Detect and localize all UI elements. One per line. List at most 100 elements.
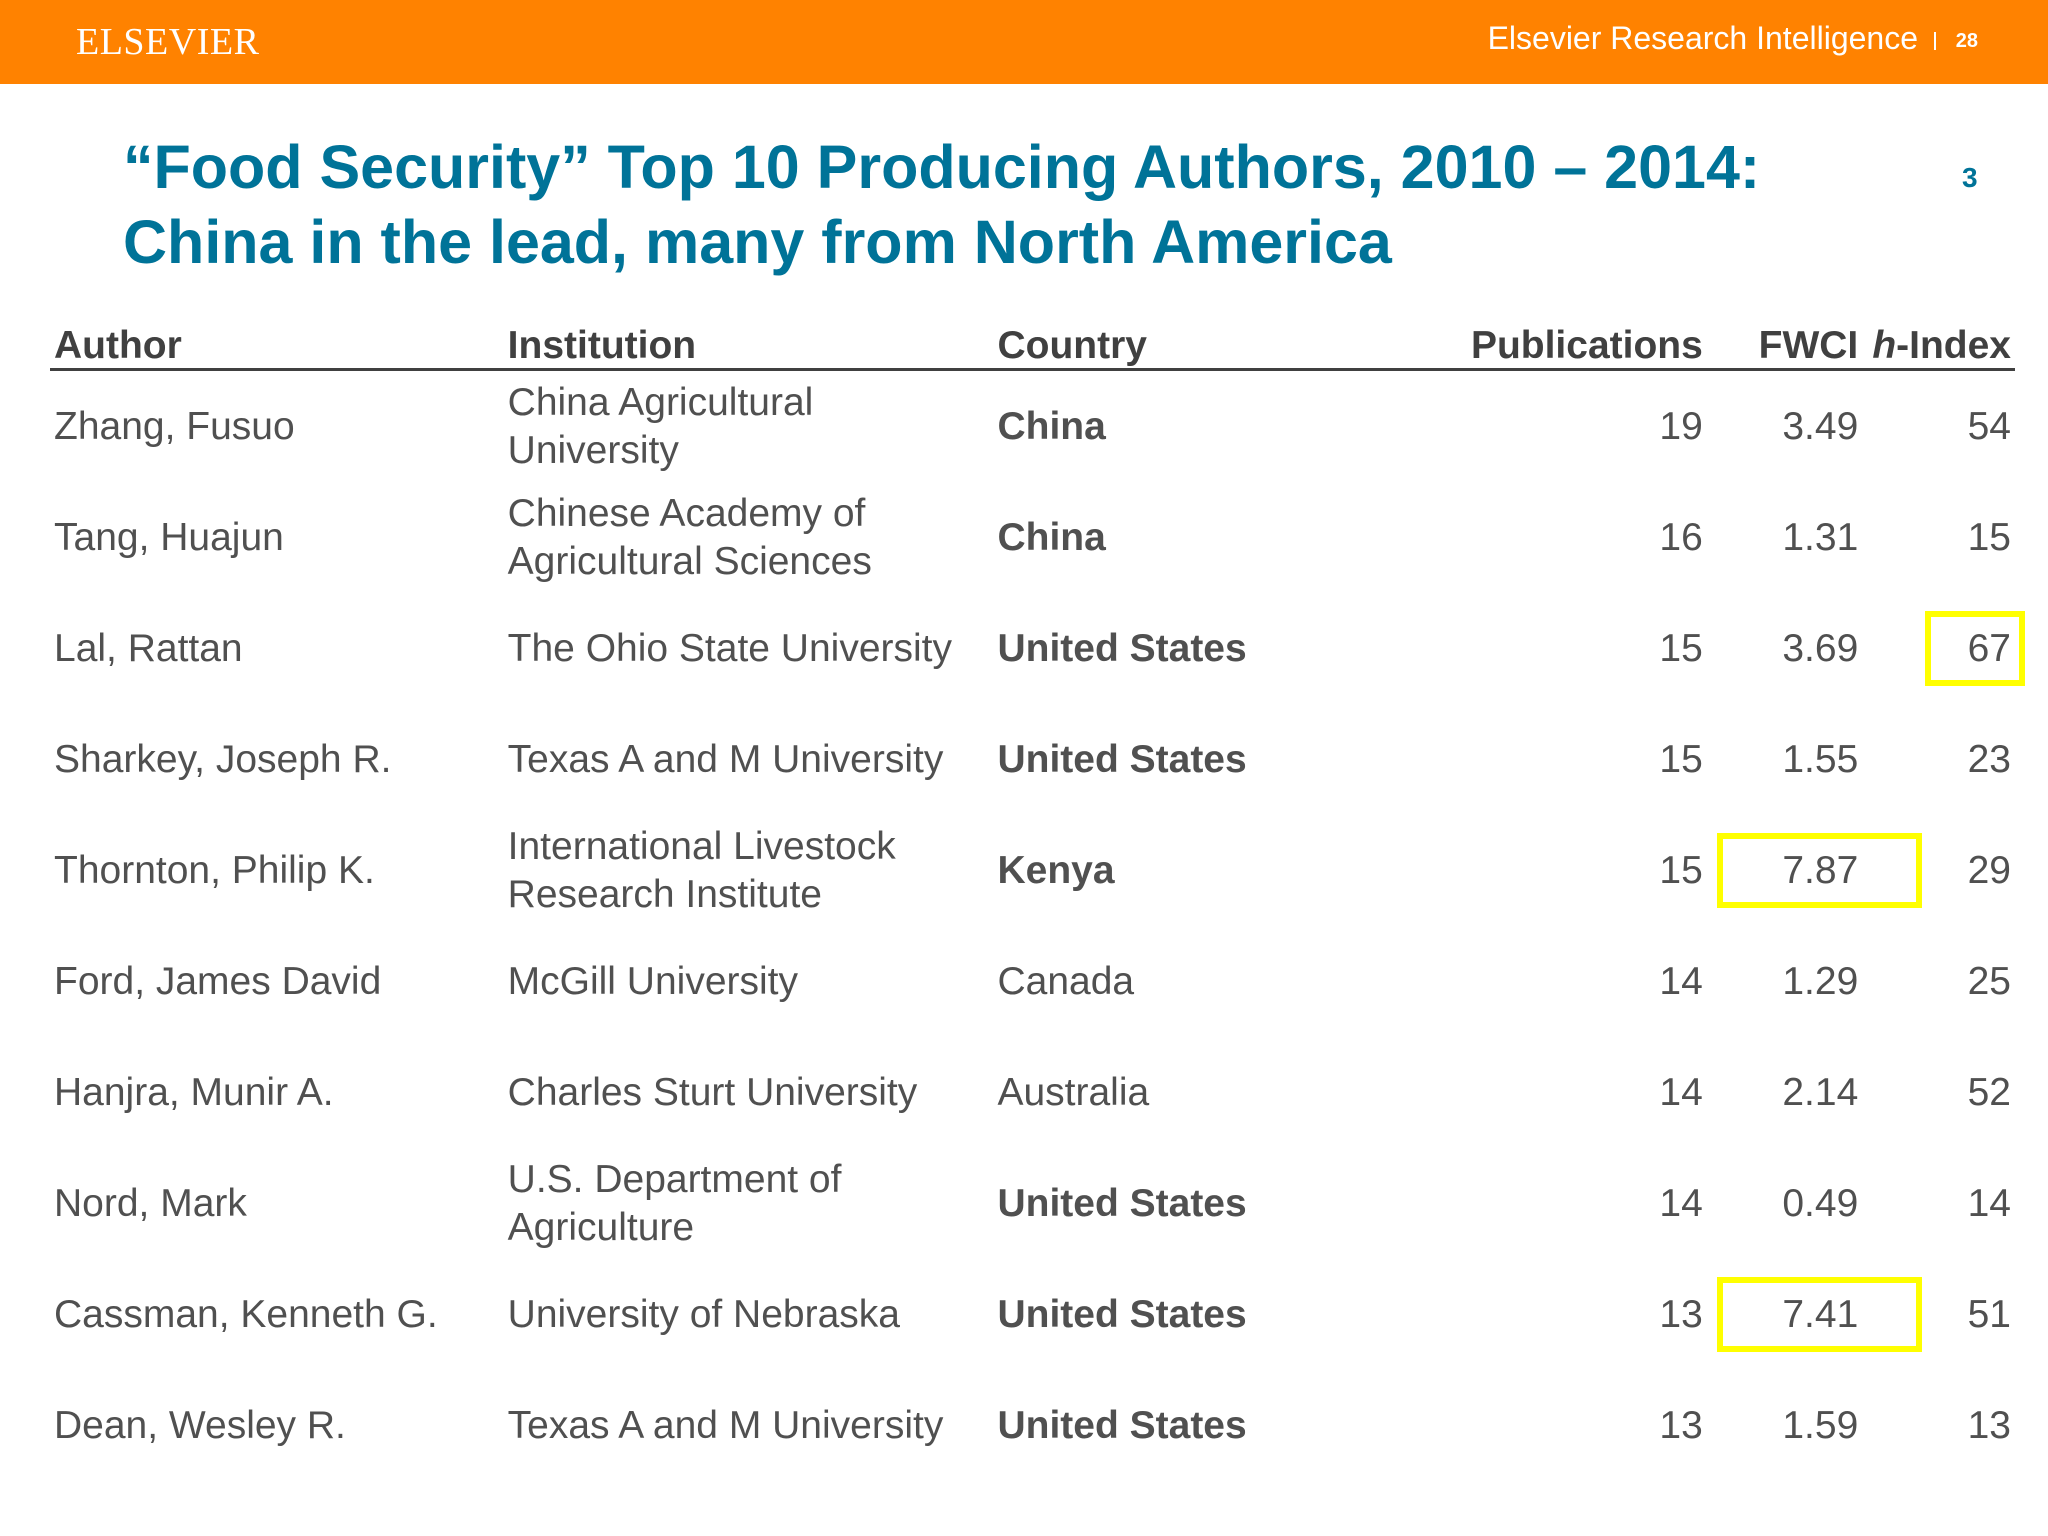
institution-line: University	[507, 428, 679, 472]
cell-h-index: 51	[1967, 1292, 2011, 1336]
institution-line: Agriculture	[507, 1205, 695, 1249]
cell-institution: Charles Sturt University	[504, 1037, 994, 1148]
cell-country: United States	[997, 1403, 1247, 1447]
table-row: Dean, Wesley R. Texas A and M University U…	[50, 1370, 2015, 1481]
cell-h-index: 23	[1967, 737, 2011, 781]
cell-publications: 13	[1659, 1292, 1703, 1336]
cell-fwci: 3.69	[1782, 626, 1859, 670]
header-h-index: h-Index	[1862, 310, 2015, 371]
cell-country: China	[997, 404, 1106, 448]
institution-line: Charles Sturt University	[507, 1070, 918, 1114]
cell-institution: University of Nebraska	[504, 1259, 994, 1370]
header-h-italic: h	[1872, 324, 1897, 367]
cell-h-index: 54	[1967, 404, 2011, 448]
institution-line: Research Institute	[507, 872, 822, 916]
page-number: 28	[1955, 30, 1978, 52]
institution-line: International Livestock	[507, 824, 896, 868]
institution-line: Texas A and M University	[507, 737, 944, 781]
cell-author: Zhang, Fusuo	[54, 404, 295, 448]
elsevier-logo: ELSEVIER	[76, 21, 260, 63]
institution-line: Chinese Academy of	[507, 491, 866, 535]
slide-number: 3	[1962, 162, 1978, 193]
cell-publications: 19	[1659, 404, 1703, 448]
cell-author: Lal, Rattan	[54, 626, 243, 670]
cell-fwci: 7.41	[1782, 1292, 1859, 1336]
cell-fwci: 2.14	[1782, 1070, 1859, 1114]
cell-institution: McGill University	[504, 926, 994, 1037]
cell-h-index: 25	[1967, 959, 2011, 1003]
table-row: Nord, Mark U.S. Department of Agriculture U…	[50, 1148, 2015, 1259]
cell-country: Kenya	[997, 848, 1115, 892]
cell-publications: 15	[1659, 848, 1703, 892]
cell-country: China	[997, 515, 1106, 559]
cell-fwci: 1.29	[1782, 959, 1859, 1003]
slide-title-line-2: China in the lead, many from North Ameri…	[123, 208, 1392, 276]
cell-h-index: 13	[1967, 1403, 2011, 1447]
cell-author: Thornton, Philip K.	[54, 848, 375, 892]
institution-line: Texas A and M University	[507, 1403, 944, 1447]
cell-h-index: 52	[1967, 1070, 2011, 1114]
cell-h-index: 67	[1967, 626, 2011, 670]
institution-line: McGill University	[507, 959, 799, 1003]
header-separator	[1934, 32, 1936, 50]
cell-country: Canada	[997, 959, 1135, 1003]
table-row: Zhang, Fusuo China Agricultural University…	[50, 370, 2015, 483]
table-row: Thornton, Philip K. International Livesto…	[50, 815, 2015, 926]
institution-line: The Ohio State University	[507, 626, 953, 670]
highlight-box	[1925, 611, 2025, 686]
cell-publications: 16	[1659, 515, 1703, 559]
brand-name: Elsevier Research Intelligence	[1487, 20, 1918, 56]
institution-line: China Agricultural	[507, 380, 814, 424]
cell-country: United States	[997, 1181, 1247, 1225]
cell-institution: U.S. Department of Agriculture	[504, 1148, 994, 1259]
cell-author: Cassman, Kenneth G.	[54, 1292, 438, 1336]
slide-title: “Food Security” Top 10 Producing Authors…	[123, 130, 1760, 280]
table-row: Ford, James David McGill University Canada…	[50, 926, 2015, 1037]
table-row: Hanjra, Munir A. Charles Sturt University…	[50, 1037, 2015, 1148]
cell-institution: China Agricultural University	[504, 370, 994, 483]
cell-fwci: 0.49	[1782, 1181, 1859, 1225]
highlight-box	[1716, 1277, 1923, 1352]
cell-h-index: 29	[1967, 848, 2011, 892]
table-row: Cassman, Kenneth G. University of Nebrask…	[50, 1259, 2015, 1370]
cell-author: Nord, Mark	[54, 1181, 247, 1225]
cell-publications: 15	[1659, 737, 1703, 781]
cell-fwci: 1.31	[1782, 515, 1859, 559]
cell-author: Tang, Huajun	[54, 515, 284, 559]
cell-author: Ford, James David	[54, 959, 382, 1003]
header-author: Author	[50, 310, 504, 371]
cell-author: Hanjra, Munir A.	[54, 1070, 334, 1114]
table-body: Zhang, Fusuo China Agricultural University…	[50, 370, 2015, 1482]
table-header-row: Author Institution Country Publications …	[50, 310, 2015, 371]
cell-publications: 14	[1659, 1070, 1703, 1114]
cell-country: United States	[997, 1292, 1247, 1336]
slide-title-line-1: “Food Security” Top 10 Producing Authors…	[123, 133, 1761, 201]
header-bar: ELSEVIER Elsevier Research Intelligence …	[0, 0, 2048, 84]
cell-institution: Chinese Academy of Agricultural Sciences	[504, 482, 994, 593]
authors-table: Author Institution Country Publications …	[50, 310, 2015, 1481]
cell-institution: The Ohio State University	[504, 593, 994, 704]
cell-institution: International Livestock Research Institut…	[504, 815, 994, 926]
header-h-rest: -Index	[1896, 324, 2011, 367]
header-fwci: FWCI	[1706, 310, 1863, 371]
table-row: Tang, Huajun Chinese Academy of Agricultur…	[50, 482, 2015, 593]
cell-country: United States	[997, 737, 1247, 781]
cell-fwci: 3.49	[1782, 404, 1859, 448]
cell-h-index: 14	[1967, 1181, 2011, 1225]
cell-institution: Texas A and M University	[504, 704, 994, 815]
cell-author: Dean, Wesley R.	[54, 1403, 346, 1447]
institution-line: University of Nebraska	[507, 1292, 900, 1336]
institution-line: U.S. Department of	[507, 1157, 842, 1201]
table-row: Sharkey, Joseph R. Texas A and M Universi…	[50, 704, 2015, 815]
header-publications: Publications	[1373, 310, 1707, 371]
header-country: Country	[993, 310, 1374, 371]
cell-publications: 14	[1659, 959, 1703, 1003]
cell-publications: 14	[1659, 1181, 1703, 1225]
cell-country: United States	[997, 626, 1247, 670]
cell-fwci: 1.55	[1782, 737, 1859, 781]
table-row: Lal, Rattan The Ohio State University Unit…	[50, 593, 2015, 704]
cell-country: Australia	[997, 1070, 1150, 1114]
header-institution: Institution	[503, 310, 994, 371]
cell-fwci: 7.87	[1782, 848, 1859, 892]
cell-author: Sharkey, Joseph R.	[54, 737, 392, 781]
